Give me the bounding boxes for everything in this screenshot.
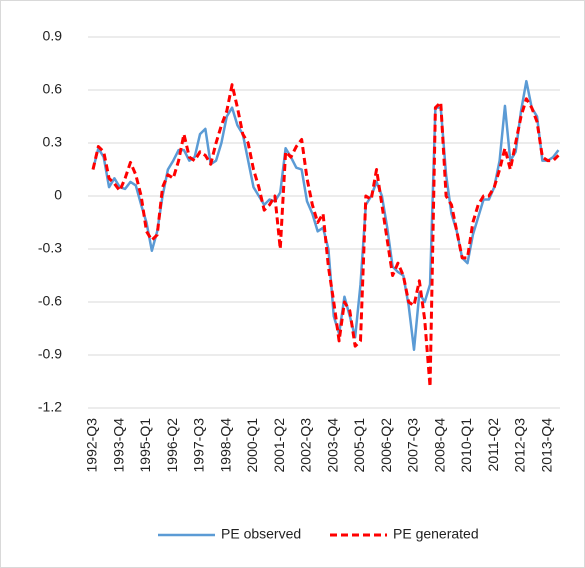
x-tick-label: 2010-Q1 (458, 418, 474, 473)
y-tick-label: 0.6 (43, 81, 63, 97)
x-tick-label: 2007-Q3 (405, 418, 421, 473)
x-tick-label: 2006-Q2 (378, 418, 394, 473)
y-tick-label: 0.9 (43, 28, 63, 44)
x-tick-label: 2012-Q3 (512, 418, 528, 473)
y-tick-label: 0.3 (43, 134, 63, 150)
x-tick-label: 1995-Q1 (137, 418, 153, 473)
x-tick-label: 2013-Q4 (538, 418, 554, 473)
x-tick-label: 1996-Q2 (164, 418, 180, 473)
legend-label: PE observed (221, 526, 301, 542)
x-tick-label: 1998-Q4 (217, 418, 233, 473)
y-tick-label: -1.2 (38, 399, 62, 415)
x-tick-label: 2011-Q2 (485, 418, 501, 472)
y-tick-label: -0.3 (38, 240, 62, 256)
data-line (91, 83, 560, 389)
x-tick-label: 1992-Q3 (84, 418, 100, 473)
y-tick-label: -0.6 (38, 293, 62, 309)
x-tick-label: 2002-Q3 (298, 418, 314, 473)
y-tick-label: -0.9 (38, 346, 62, 362)
x-tick-label: 2003-Q4 (324, 418, 340, 473)
y-tick-label: 0 (54, 187, 62, 203)
x-tick-label: 1997-Q3 (191, 418, 207, 473)
x-tick-label: 1993-Q4 (110, 418, 126, 473)
x-tick-label: 2008-Q4 (431, 418, 447, 473)
x-tick-label: 2001-Q2 (271, 418, 287, 473)
x-tick-label: 2005-Q1 (351, 418, 367, 473)
x-tick-label: 2000-Q1 (244, 418, 260, 473)
legend-label: PE generated (393, 526, 479, 542)
